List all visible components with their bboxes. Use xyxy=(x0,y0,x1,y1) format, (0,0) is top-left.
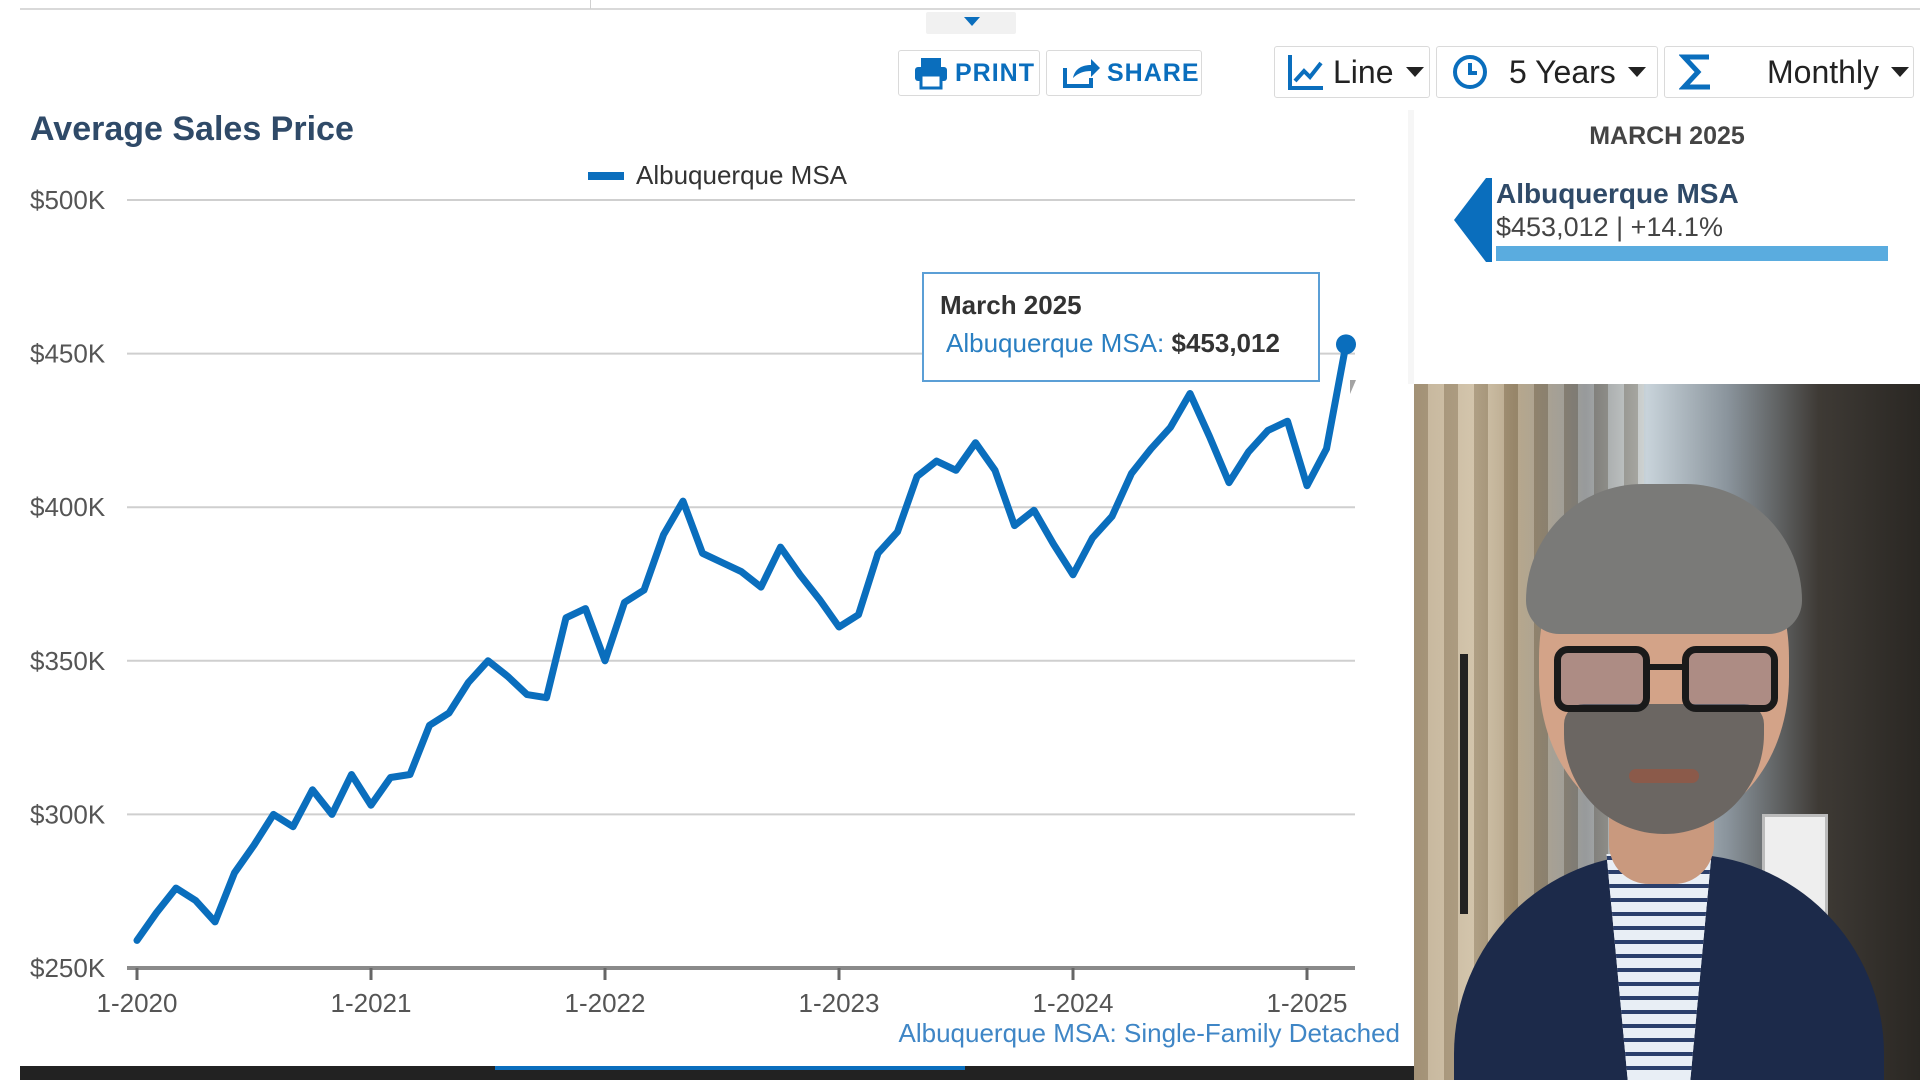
chart-title: Average Sales Price xyxy=(30,110,354,148)
y-tick-label: $500K xyxy=(30,185,106,215)
glasses-icon xyxy=(1554,646,1784,716)
bottom-highlight xyxy=(495,1066,965,1070)
interval-select[interactable]: Monthly xyxy=(1664,46,1914,98)
series-line-albuquerque-msa[interactable] xyxy=(133,340,1350,944)
bottom-strip xyxy=(20,1066,1414,1080)
hover-point[interactable] xyxy=(1336,334,1356,355)
y-tick-label: $300K xyxy=(30,799,106,829)
y-tick-label: $400K xyxy=(30,492,106,522)
presenter-hair xyxy=(1526,484,1802,634)
webcam-video xyxy=(1414,384,1920,1080)
y-tick-label: $350K xyxy=(30,646,106,676)
chevron-down-icon xyxy=(1627,67,1646,77)
x-tick-label: 1-2020 xyxy=(97,988,178,1018)
glasses-lens-right xyxy=(1682,646,1778,712)
tooltip-series: Albuquerque MSA: xyxy=(946,328,1165,358)
mouse-cursor-icon xyxy=(1350,380,1356,394)
chart-type-select[interactable]: Line xyxy=(1274,46,1430,98)
summary-bar xyxy=(1496,246,1888,261)
glasses-bridge xyxy=(1648,664,1684,670)
line-chart[interactable]: $250K$300K$350K$400K$450K$500K 1-2020 1-2… xyxy=(0,50,1410,1060)
printer-icon xyxy=(915,58,947,90)
microphone-stand xyxy=(1460,654,1468,914)
x-tick-label: 1-2024 xyxy=(1033,988,1114,1018)
x-tick-label: 1-2023 xyxy=(799,988,880,1018)
x-axis: 1-2020 1-2021 1-2022 1-2023 1-2024 1-2025 xyxy=(97,966,1355,1018)
time-range-value: 5 Years xyxy=(1509,53,1616,90)
chart-subtitle: Albuquerque MSA: Single-Family Detached xyxy=(898,1018,1400,1048)
y-tick-label: $450K xyxy=(30,339,106,369)
chevron-down-icon xyxy=(964,17,980,26)
presenter-mouth xyxy=(1629,769,1699,783)
collapse-toggle[interactable] xyxy=(926,12,1016,34)
legend-series-name: Albuquerque MSA xyxy=(636,160,848,190)
chevron-down-icon xyxy=(1405,67,1424,77)
summary-series-name: Albuquerque MSA xyxy=(1496,178,1739,209)
interval-value: Monthly xyxy=(1767,53,1880,90)
chart-legend[interactable]: Albuquerque MSA xyxy=(588,160,847,191)
x-tick-label: 1-2021 xyxy=(331,988,412,1018)
share-label: SHARE xyxy=(1107,58,1200,87)
share-button[interactable]: SHARE xyxy=(1046,50,1202,96)
y-tick-label: $250K xyxy=(30,953,106,983)
clock-icon xyxy=(1453,55,1487,89)
print-button[interactable]: PRINT xyxy=(898,50,1040,96)
y-axis-ticks: $250K $300K $350K $400K $450K $500K xyxy=(30,185,106,983)
top-divider xyxy=(20,8,1920,10)
pointer-arrow-icon xyxy=(1454,178,1486,262)
print-label: PRINT xyxy=(955,58,1035,87)
summary-value: $453,012 | +14.1% xyxy=(1496,212,1723,242)
glasses-lens-left xyxy=(1554,646,1650,712)
x-tick-label: 1-2022 xyxy=(565,988,646,1018)
time-range-select[interactable]: 5 Years xyxy=(1436,46,1658,98)
pointer-bar xyxy=(1486,178,1492,262)
top-separator xyxy=(590,0,591,9)
chevron-down-icon xyxy=(1891,67,1910,77)
tooltip-date: March 2025 xyxy=(940,290,1082,320)
sigma-icon xyxy=(1679,54,1710,90)
legend-swatch xyxy=(588,171,624,180)
x-tick-label: 1-2025 xyxy=(1267,988,1348,1018)
chart-tooltip: March 2025 Albuquerque MSA: $453,012 xyxy=(922,272,1320,382)
summary-panel: MARCH 2025 Albuquerque MSA $453,012 | +1… xyxy=(1414,110,1920,384)
tooltip-row: Albuquerque MSA: $453,012 xyxy=(946,328,1280,359)
line-chart-icon xyxy=(1288,55,1323,90)
summary-month: MARCH 2025 xyxy=(1589,122,1745,150)
share-icon xyxy=(1063,59,1100,88)
top-bar xyxy=(0,0,1920,34)
tooltip-value: $453,012 xyxy=(1171,328,1280,358)
chart-type-value: Line xyxy=(1333,53,1394,90)
